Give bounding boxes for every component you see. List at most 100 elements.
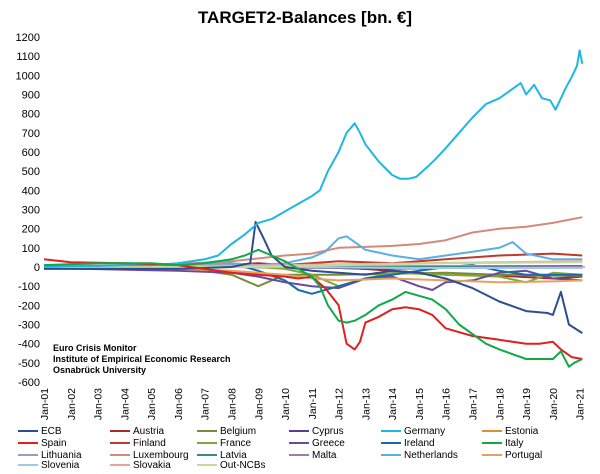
y-tick-label: 1000 bbox=[16, 70, 40, 82]
y-tick-label: 300 bbox=[22, 205, 40, 217]
x-tick-label: Jan-02 bbox=[66, 388, 78, 420]
x-axis: Jan-01 Jan-02 Jan-03 Jan-04 Jan-05 Jan-06 Jan-… bbox=[39, 388, 587, 420]
series-line-luxembourg bbox=[43, 216, 583, 267]
legend-item-germany: Germany bbox=[381, 426, 445, 437]
series-line-italy bbox=[43, 248, 583, 368]
series-line-spain bbox=[43, 258, 583, 360]
series-line-germany bbox=[43, 49, 584, 268]
legend-label: Greece bbox=[312, 438, 345, 449]
series-line-portugal bbox=[43, 267, 583, 284]
legend-item-france: France bbox=[197, 438, 252, 449]
legend-item-portugal: Portugal bbox=[482, 450, 542, 461]
y-tick-label: 1200 bbox=[16, 32, 40, 44]
y-tick-label: 800 bbox=[22, 109, 40, 121]
y-tick-label: 200 bbox=[22, 224, 40, 236]
y-tick-label: 500 bbox=[22, 166, 40, 178]
legend-label: ECB bbox=[41, 426, 62, 437]
x-tick-label: Jan-10 bbox=[280, 388, 292, 420]
y-tick-label: -100 bbox=[18, 281, 40, 293]
legend-label: Luxembourg bbox=[133, 450, 189, 461]
legend-label: Finland bbox=[133, 438, 166, 449]
legend-item-out-ncbs: Out-NCBs bbox=[197, 460, 266, 471]
y-tick-label: 400 bbox=[22, 185, 40, 197]
x-tick-label: Jan-07 bbox=[200, 388, 212, 420]
legend-label: Slovenia bbox=[41, 460, 80, 471]
y-tick-label: -300 bbox=[18, 320, 40, 332]
y-tick-label: 900 bbox=[22, 90, 40, 102]
legend-label: France bbox=[220, 438, 252, 449]
x-tick-label: Jan-15 bbox=[414, 388, 426, 420]
legend-item-finland: Finland bbox=[110, 438, 166, 449]
legend-label: Austria bbox=[133, 426, 165, 437]
legend-label: Cyprus bbox=[312, 426, 344, 437]
legend-item-cyprus: Cyprus bbox=[289, 426, 344, 437]
annotation: Euro Crisis Monitor Institute of Empiric… bbox=[53, 343, 231, 375]
legend-label: Estonia bbox=[505, 426, 539, 437]
x-tick-label: Jan-01 bbox=[39, 388, 51, 420]
legend-label: Germany bbox=[404, 426, 445, 437]
legend-item-greece: Greece bbox=[289, 438, 345, 449]
legend-label: Ireland bbox=[404, 438, 435, 449]
y-tick-label: -600 bbox=[18, 377, 40, 389]
y-tick-label: -400 bbox=[18, 339, 40, 351]
y-tick-label: 700 bbox=[22, 128, 40, 140]
legend-label: Out-NCBs bbox=[220, 460, 266, 471]
x-tick-label: Jan-14 bbox=[387, 388, 399, 420]
annotation-line-3: Osnabrück University bbox=[53, 365, 146, 375]
x-tick-label: Jan-16 bbox=[441, 388, 453, 420]
legend-item-estonia: Estonia bbox=[482, 426, 539, 437]
x-tick-label: Jan-12 bbox=[334, 388, 346, 420]
x-tick-label: Jan-13 bbox=[360, 388, 372, 420]
legend-label: Italy bbox=[505, 438, 523, 449]
x-tick-label: Jan-05 bbox=[146, 388, 158, 420]
series-line-out-ncbs bbox=[44, 261, 583, 268]
legend-item-italy: Italy bbox=[482, 438, 523, 449]
x-tick-label: Jan-21 bbox=[575, 388, 587, 420]
legend-item-netherlands: Netherlands bbox=[381, 450, 458, 461]
legend-label: Netherlands bbox=[404, 450, 458, 461]
legend-label: Belgium bbox=[220, 426, 256, 437]
legend-item-ecb: ECB bbox=[18, 426, 62, 437]
legend-label: Latvia bbox=[220, 450, 247, 461]
legend-label: Malta bbox=[312, 450, 337, 461]
legend-item-lithuania: Lithuania bbox=[18, 450, 82, 461]
x-tick-label: Jan-11 bbox=[307, 388, 319, 419]
legend-item-belgium: Belgium bbox=[197, 426, 256, 437]
x-tick-label: Jan-08 bbox=[226, 388, 238, 420]
annotation-line-2: Institute of Empirical Economic Research bbox=[53, 354, 231, 364]
legend-item-austria: Austria bbox=[110, 426, 165, 437]
x-tick-label: Jan-06 bbox=[173, 388, 185, 420]
series-lines bbox=[43, 49, 584, 368]
legend-label: Portugal bbox=[505, 450, 542, 461]
x-tick-label: Jan-17 bbox=[468, 388, 480, 420]
legend-item-luxembourg: Luxembourg bbox=[110, 450, 189, 461]
y-tick-label: -500 bbox=[18, 358, 40, 370]
legend-label: Spain bbox=[41, 438, 67, 449]
annotation-line-1: Euro Crisis Monitor bbox=[53, 343, 137, 353]
y-tick-label: 600 bbox=[22, 147, 40, 159]
legend-item-slovenia: Slovenia bbox=[18, 460, 80, 471]
y-tick-label: 1100 bbox=[16, 51, 40, 63]
x-tick-label: Jan-19 bbox=[521, 388, 533, 420]
legend-item-slovakia: Slovakia bbox=[110, 460, 171, 471]
x-tick-label: Jan-18 bbox=[494, 388, 506, 420]
y-tick-label: -200 bbox=[18, 300, 40, 312]
legend-label: Lithuania bbox=[41, 450, 82, 461]
legend-label: Slovakia bbox=[133, 460, 171, 471]
y-tick-label: 100 bbox=[22, 243, 40, 255]
y-axis: -600 -500 -400 -300 -200 -100 0 100 200 300 400 500… bbox=[16, 32, 40, 389]
legend-item-spain: Spain bbox=[18, 438, 67, 449]
x-tick-label: Jan-03 bbox=[93, 388, 105, 420]
x-tick-label: Jan-09 bbox=[253, 388, 265, 420]
x-tick-label: Jan-20 bbox=[548, 388, 560, 420]
series-line-ecb bbox=[44, 221, 583, 334]
legend: ECB Austria Belgium Cyprus Germany Estonia Spa… bbox=[18, 426, 542, 471]
chart-title: TARGET2-Balances [bn. €] bbox=[198, 8, 412, 27]
legend-item-malta: Malta bbox=[289, 450, 337, 461]
x-tick-label: Jan-04 bbox=[119, 388, 131, 420]
legend-item-ireland: Ireland bbox=[381, 438, 435, 449]
legend-item-latvia: Latvia bbox=[197, 450, 247, 461]
y-tick-label: 0 bbox=[34, 262, 40, 274]
